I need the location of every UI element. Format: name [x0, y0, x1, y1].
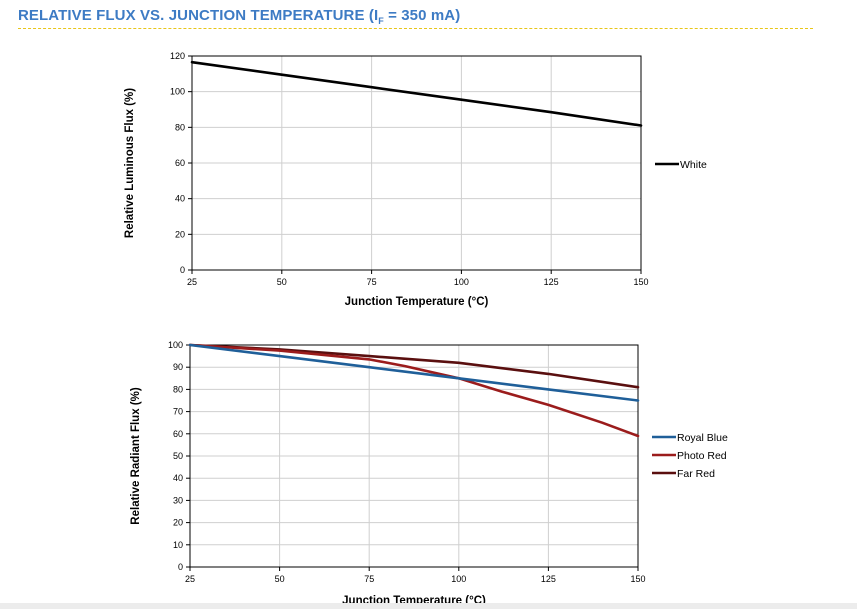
- series-line-royal-blue: [188, 343, 640, 402]
- x-tick-label: 75: [367, 277, 377, 287]
- page-title-subscript: F: [378, 16, 384, 26]
- y-axis-title: Relative Luminous Flux (%): [124, 88, 136, 238]
- y-tick-label: 80: [173, 384, 183, 394]
- y-tick-label: 30: [173, 495, 183, 505]
- x-tick-label: 150: [633, 277, 648, 287]
- y-tick-label: 60: [175, 158, 185, 168]
- y-tick-label: 20: [175, 229, 185, 239]
- y-tick-label: 70: [173, 407, 183, 417]
- y-tick-label: 120: [170, 51, 185, 61]
- x-tick-label: 50: [277, 277, 287, 287]
- x-tick-label: 50: [275, 574, 285, 584]
- y-axis-title: Relative Radiant Flux (%): [130, 387, 142, 525]
- y-tick-label: 20: [173, 518, 183, 528]
- y-tick-label: 80: [175, 122, 185, 132]
- x-tick-label: 125: [544, 277, 559, 287]
- x-tick-label: 75: [364, 574, 374, 584]
- y-tick-label: 100: [170, 87, 185, 97]
- page-bottom-edge: [0, 603, 857, 609]
- x-tick-label: 25: [185, 574, 195, 584]
- legend-label: Royal Blue: [677, 432, 728, 444]
- title-divider: [18, 28, 813, 29]
- y-tick-label: 40: [175, 194, 185, 204]
- x-tick-label: 150: [630, 574, 645, 584]
- x-tick-label: 100: [451, 574, 466, 584]
- page-title: RELATIVE FLUX VS. JUNCTION TEMPERATURE (…: [18, 7, 460, 26]
- series-line-white: [190, 60, 643, 127]
- y-tick-label: 40: [173, 473, 183, 483]
- y-tick-label: 10: [173, 540, 183, 550]
- x-axis-title: Junction Temperature (°C): [345, 296, 489, 308]
- chart-1: 0 20 40 60 80 100 120 25 50 75 100 125 150 Junction T…: [124, 51, 707, 308]
- y-tick-label: 60: [173, 429, 183, 439]
- legend-label: Far Red: [677, 468, 715, 480]
- x-tick-label: 125: [541, 574, 556, 584]
- y-tick-label: 100: [168, 340, 183, 350]
- y-tick-label: 90: [173, 362, 183, 372]
- page-title-end: = 350 mA): [383, 7, 461, 24]
- y-tick-label: 0: [178, 562, 183, 572]
- y-tick-label: 50: [173, 451, 183, 461]
- page-title-main: RELATIVE FLUX VS. JUNCTION TEMPERATURE (…: [18, 7, 379, 24]
- x-tick-label: 100: [454, 277, 469, 287]
- series-line-far-red: [188, 343, 640, 389]
- x-tick-label: 25: [187, 277, 197, 287]
- y-tick-label: 0: [180, 265, 185, 275]
- legend-label: White: [680, 159, 707, 171]
- legend-label: Photo Red: [677, 450, 727, 462]
